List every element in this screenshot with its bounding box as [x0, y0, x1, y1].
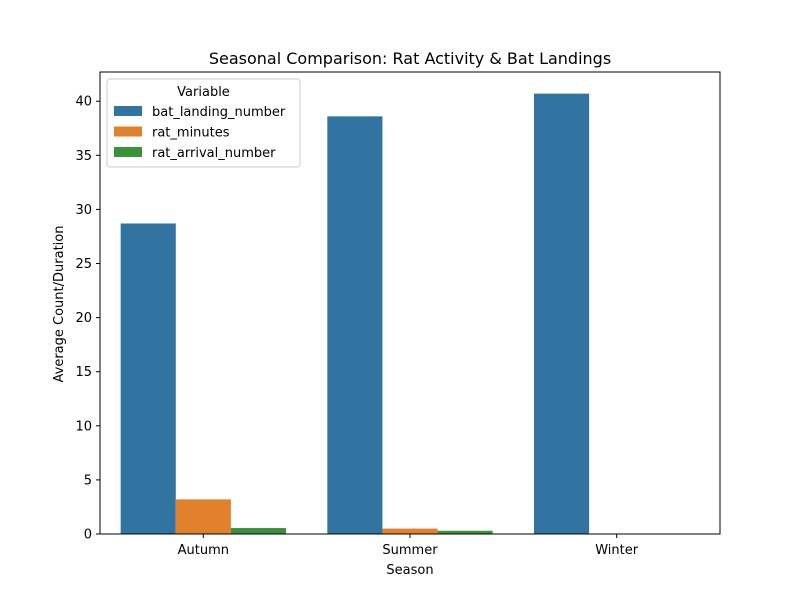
bar-bat_landing_number-winter — [534, 93, 590, 534]
x-axis-label: Season — [386, 563, 433, 578]
axes-layer: 0 5 10 15 20 25 30 35 40 Autumn Summer Winter — [75, 71, 721, 558]
x-tick-label: Autumn — [178, 543, 229, 558]
chart-title: Seasonal Comparison: Rat Activity & Bat … — [209, 49, 611, 68]
y-tick-label: 40 — [75, 95, 92, 110]
y-tick-label: 10 — [75, 419, 92, 434]
legend-swatch-bat_landing_number — [114, 106, 142, 116]
x-tick-label: Winter — [595, 543, 639, 558]
bar-rat_minutes-autumn — [175, 499, 231, 534]
y-tick-label: 5 — [84, 473, 92, 488]
y-tick-label: 0 — [84, 528, 92, 543]
legend-label-bat_landing_number: bat_landing_number — [152, 105, 286, 120]
bar-bat_landing_number-autumn — [120, 223, 176, 535]
bar-bat_landing_number-summer — [327, 116, 383, 535]
bar-rat_arrival_number-summer — [437, 530, 493, 534]
y-tick-label: 35 — [75, 149, 92, 164]
legend-label-rat_minutes: rat_minutes — [152, 126, 230, 141]
bar-rat_arrival_number-autumn — [230, 528, 286, 534]
y-tick-label: 15 — [75, 365, 92, 380]
legend-label-rat_arrival_number: rat_arrival_number — [152, 146, 276, 161]
legend-title: Variable — [177, 85, 230, 100]
legend-swatch-rat_minutes — [114, 126, 142, 137]
y-tick-label: 25 — [75, 257, 92, 272]
legend: Variable bat_landing_number rat_minutesrat… — [106, 78, 301, 168]
y-axis-label: Average Count/Duration — [52, 226, 67, 383]
bars-layer — [120, 93, 590, 535]
bar-rat_minutes-summer — [382, 528, 438, 534]
y-tick-label: 20 — [75, 311, 92, 326]
x-tick-label: Summer — [382, 543, 438, 558]
legend-box — [106, 78, 301, 168]
legend-swatch-rat_arrival_number — [114, 147, 142, 157]
y-tick-label: 30 — [75, 203, 92, 218]
